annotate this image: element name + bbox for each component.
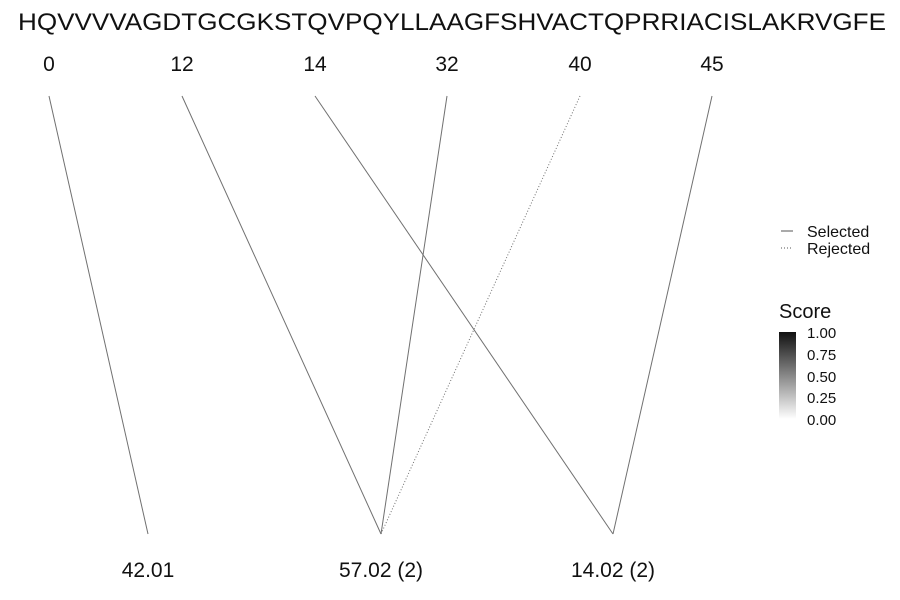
position-labels: 0 12 14 32 40 45: [43, 53, 724, 76]
position-label: 40: [568, 53, 591, 76]
rejected-link-line: [380, 95, 581, 535]
mass-label: 57.02 (2): [339, 559, 423, 582]
position-label: 45: [700, 53, 723, 76]
mass-labels: 42.01 57.02 (2) 14.02 (2): [122, 559, 655, 582]
mass-label: 42.01: [122, 559, 175, 582]
score-tick-label: 0.50: [807, 369, 836, 386]
score-tick-label: 0.00: [807, 412, 836, 429]
score-legend-title: Score: [779, 301, 831, 323]
position-label: 14: [303, 53, 327, 76]
selected-link-line: [612, 95, 713, 535]
legend-label-rejected: Rejected: [807, 241, 870, 258]
position-label: 12: [170, 53, 193, 76]
score-tick-label: 1.00: [807, 325, 836, 342]
linetype-legend: Selected Rejected: [781, 224, 870, 258]
legend-label-selected: Selected: [807, 224, 869, 241]
position-label: 32: [435, 53, 458, 76]
peptide-sequence: HQVVVVAGDTGCGKSTQVPQYLLAAGFSHVACTQPRRIAC…: [18, 9, 886, 36]
selected-link-line: [380, 95, 448, 535]
score-colorbar: [779, 332, 796, 419]
score-legend: Score 1.00 0.75 0.50 0.25 0.00: [779, 301, 836, 429]
score-tick-label: 0.25: [807, 390, 836, 407]
selected-link-line: [48, 95, 149, 535]
selected-link-line: [181, 95, 382, 535]
position-label: 0: [43, 53, 55, 76]
score-tick-label: 0.75: [807, 347, 836, 364]
selected-link-line: [314, 95, 614, 535]
mass-label: 14.02 (2): [571, 559, 655, 582]
link-lines: [48, 95, 713, 535]
